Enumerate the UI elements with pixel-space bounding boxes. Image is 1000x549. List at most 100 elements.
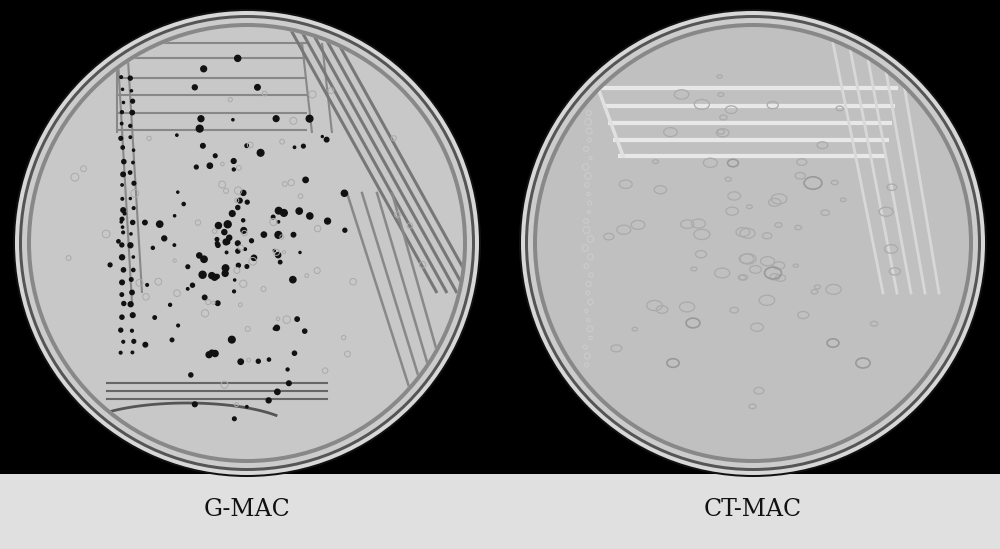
Circle shape xyxy=(521,11,985,475)
Circle shape xyxy=(273,250,275,251)
Circle shape xyxy=(31,27,463,459)
Circle shape xyxy=(223,239,229,245)
Circle shape xyxy=(120,122,123,125)
Circle shape xyxy=(519,9,987,477)
Circle shape xyxy=(296,208,302,214)
Circle shape xyxy=(162,236,167,241)
Circle shape xyxy=(224,221,231,228)
Circle shape xyxy=(199,271,206,278)
Circle shape xyxy=(121,208,125,212)
Circle shape xyxy=(121,268,126,272)
Circle shape xyxy=(176,134,178,136)
Circle shape xyxy=(241,191,246,195)
Circle shape xyxy=(242,219,245,222)
Circle shape xyxy=(130,89,133,92)
Circle shape xyxy=(121,184,123,186)
Circle shape xyxy=(182,203,185,205)
Circle shape xyxy=(202,295,207,300)
Circle shape xyxy=(321,136,323,138)
Circle shape xyxy=(201,256,207,262)
Circle shape xyxy=(241,227,247,233)
Circle shape xyxy=(194,165,198,169)
Text: CT-MAC: CT-MAC xyxy=(704,498,802,522)
Circle shape xyxy=(130,313,135,317)
Circle shape xyxy=(245,200,249,204)
Circle shape xyxy=(215,242,219,245)
Circle shape xyxy=(192,85,197,90)
Circle shape xyxy=(245,265,249,268)
Circle shape xyxy=(275,232,282,238)
Circle shape xyxy=(244,248,246,250)
Circle shape xyxy=(228,337,235,343)
Circle shape xyxy=(286,368,289,371)
Circle shape xyxy=(222,265,229,271)
Circle shape xyxy=(325,218,331,224)
Circle shape xyxy=(255,85,260,90)
Circle shape xyxy=(189,373,193,377)
Circle shape xyxy=(236,205,240,210)
Circle shape xyxy=(191,283,194,287)
Circle shape xyxy=(533,23,973,463)
Circle shape xyxy=(231,159,236,164)
Circle shape xyxy=(232,119,234,121)
Circle shape xyxy=(15,11,479,475)
Text: G-MAC: G-MAC xyxy=(204,498,290,522)
Circle shape xyxy=(122,231,124,234)
Circle shape xyxy=(132,339,136,343)
Circle shape xyxy=(143,220,147,225)
Circle shape xyxy=(120,280,124,285)
Circle shape xyxy=(121,226,124,228)
Circle shape xyxy=(227,235,232,240)
Circle shape xyxy=(236,249,240,253)
Circle shape xyxy=(232,168,235,171)
Circle shape xyxy=(234,279,236,281)
Circle shape xyxy=(121,88,124,91)
Circle shape xyxy=(123,212,126,215)
Circle shape xyxy=(275,208,282,214)
Circle shape xyxy=(121,146,124,149)
Circle shape xyxy=(122,340,125,343)
Circle shape xyxy=(303,177,308,183)
Circle shape xyxy=(13,9,481,477)
Circle shape xyxy=(119,137,123,140)
Circle shape xyxy=(236,264,240,267)
Circle shape xyxy=(129,198,131,199)
Circle shape xyxy=(235,55,241,61)
Circle shape xyxy=(120,243,124,247)
Circle shape xyxy=(169,304,172,306)
Circle shape xyxy=(173,244,176,247)
Circle shape xyxy=(251,255,257,260)
Circle shape xyxy=(186,288,189,290)
Circle shape xyxy=(120,255,125,260)
Circle shape xyxy=(201,66,207,72)
Circle shape xyxy=(128,243,133,248)
Circle shape xyxy=(245,144,248,148)
Circle shape xyxy=(233,417,236,421)
Circle shape xyxy=(287,381,291,385)
Circle shape xyxy=(201,143,205,148)
Circle shape xyxy=(222,229,227,234)
Circle shape xyxy=(117,240,120,243)
Circle shape xyxy=(213,154,217,158)
Bar xyxy=(0,474,1000,549)
Circle shape xyxy=(122,301,126,305)
Circle shape xyxy=(271,215,275,219)
Circle shape xyxy=(151,247,154,249)
Circle shape xyxy=(275,389,280,395)
Circle shape xyxy=(128,76,132,80)
Circle shape xyxy=(206,352,212,357)
Circle shape xyxy=(273,327,276,330)
Circle shape xyxy=(256,359,260,363)
Circle shape xyxy=(250,239,253,243)
Circle shape xyxy=(131,99,135,103)
Circle shape xyxy=(132,268,135,272)
Circle shape xyxy=(157,221,163,227)
Circle shape xyxy=(246,406,248,408)
Circle shape xyxy=(292,351,297,355)
Circle shape xyxy=(229,211,235,216)
Circle shape xyxy=(278,260,282,264)
Circle shape xyxy=(235,241,240,245)
Circle shape xyxy=(129,278,133,281)
Circle shape xyxy=(341,190,347,197)
Circle shape xyxy=(225,251,228,254)
